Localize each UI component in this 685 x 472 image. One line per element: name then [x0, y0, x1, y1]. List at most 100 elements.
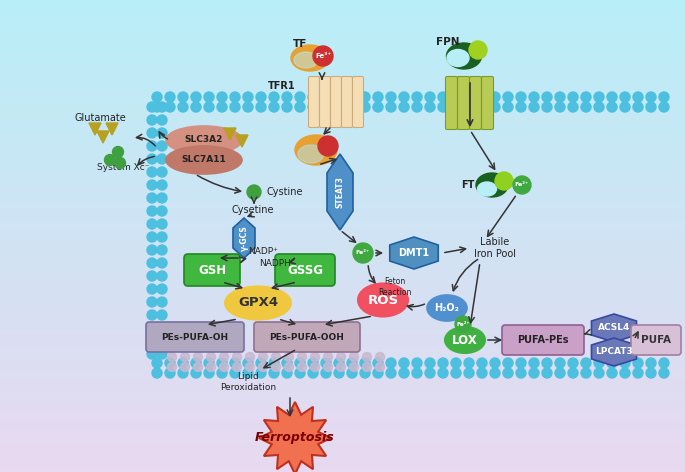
Circle shape	[555, 102, 565, 112]
Circle shape	[178, 358, 188, 368]
Text: Lipid
Peroxidation: Lipid Peroxidation	[220, 372, 276, 392]
Circle shape	[269, 358, 279, 368]
Circle shape	[310, 353, 319, 362]
Ellipse shape	[291, 45, 329, 71]
Circle shape	[490, 102, 500, 112]
Bar	[0, 434, 685, 439]
Circle shape	[157, 180, 167, 190]
Circle shape	[451, 368, 461, 378]
Bar	[0, 302, 685, 307]
Circle shape	[360, 358, 370, 368]
Bar	[0, 156, 685, 160]
Bar	[0, 9, 685, 14]
Bar	[0, 132, 685, 137]
Circle shape	[152, 368, 162, 378]
Bar	[0, 392, 685, 396]
Text: Cystine: Cystine	[267, 187, 303, 197]
Bar	[0, 321, 685, 326]
Circle shape	[581, 358, 591, 368]
Circle shape	[490, 92, 500, 102]
Circle shape	[105, 154, 116, 166]
Circle shape	[362, 353, 371, 362]
Bar	[0, 66, 685, 71]
Circle shape	[360, 92, 370, 102]
Bar	[0, 76, 685, 80]
Circle shape	[373, 368, 383, 378]
Bar	[0, 109, 685, 113]
Text: System Xc⁻: System Xc⁻	[97, 163, 150, 172]
Ellipse shape	[166, 146, 242, 174]
Text: Labile
Iron Pool: Labile Iron Pool	[474, 237, 516, 259]
Circle shape	[347, 102, 357, 112]
Circle shape	[334, 358, 344, 368]
Circle shape	[217, 92, 227, 102]
Polygon shape	[106, 123, 118, 135]
Circle shape	[147, 167, 157, 177]
FancyBboxPatch shape	[469, 76, 482, 129]
Circle shape	[438, 92, 448, 102]
Bar	[0, 255, 685, 260]
Bar	[0, 99, 685, 104]
Circle shape	[555, 358, 565, 368]
Circle shape	[308, 102, 318, 112]
Circle shape	[386, 368, 396, 378]
Polygon shape	[327, 154, 353, 230]
Circle shape	[349, 353, 358, 362]
Circle shape	[477, 368, 487, 378]
FancyBboxPatch shape	[342, 76, 353, 127]
Circle shape	[157, 154, 167, 164]
Circle shape	[243, 102, 253, 112]
Circle shape	[581, 102, 591, 112]
Circle shape	[323, 353, 332, 362]
Circle shape	[217, 102, 227, 112]
Circle shape	[157, 349, 167, 359]
Circle shape	[412, 92, 422, 102]
Circle shape	[375, 353, 384, 362]
Circle shape	[157, 232, 167, 242]
Circle shape	[555, 368, 565, 378]
Circle shape	[349, 362, 358, 371]
Circle shape	[451, 92, 461, 102]
Circle shape	[157, 128, 167, 138]
FancyBboxPatch shape	[445, 76, 458, 129]
Circle shape	[425, 358, 435, 368]
Circle shape	[282, 92, 292, 102]
Circle shape	[204, 92, 214, 102]
Circle shape	[321, 358, 331, 368]
Polygon shape	[224, 128, 236, 140]
Circle shape	[513, 176, 531, 194]
Bar	[0, 401, 685, 406]
Bar	[0, 94, 685, 99]
Ellipse shape	[298, 145, 324, 163]
FancyBboxPatch shape	[254, 322, 360, 352]
Circle shape	[646, 358, 656, 368]
Circle shape	[646, 368, 656, 378]
Bar	[0, 146, 685, 151]
Circle shape	[282, 102, 292, 112]
Circle shape	[147, 219, 157, 229]
Bar	[0, 278, 685, 283]
Circle shape	[147, 154, 157, 164]
Bar	[0, 61, 685, 66]
Circle shape	[620, 102, 630, 112]
Circle shape	[438, 368, 448, 378]
Bar	[0, 165, 685, 170]
Circle shape	[243, 358, 253, 368]
Text: PUFA-PEs: PUFA-PEs	[517, 335, 569, 345]
Circle shape	[495, 172, 513, 190]
Bar	[0, 312, 685, 316]
Bar	[0, 24, 685, 28]
Circle shape	[181, 362, 190, 371]
Circle shape	[425, 368, 435, 378]
Circle shape	[594, 92, 604, 102]
Circle shape	[157, 115, 167, 125]
Circle shape	[157, 323, 167, 333]
Circle shape	[147, 310, 157, 320]
Circle shape	[659, 368, 669, 378]
Bar	[0, 33, 685, 38]
Polygon shape	[236, 135, 248, 147]
Circle shape	[269, 92, 279, 102]
Circle shape	[230, 102, 240, 112]
Bar	[0, 415, 685, 420]
Bar	[0, 241, 685, 245]
